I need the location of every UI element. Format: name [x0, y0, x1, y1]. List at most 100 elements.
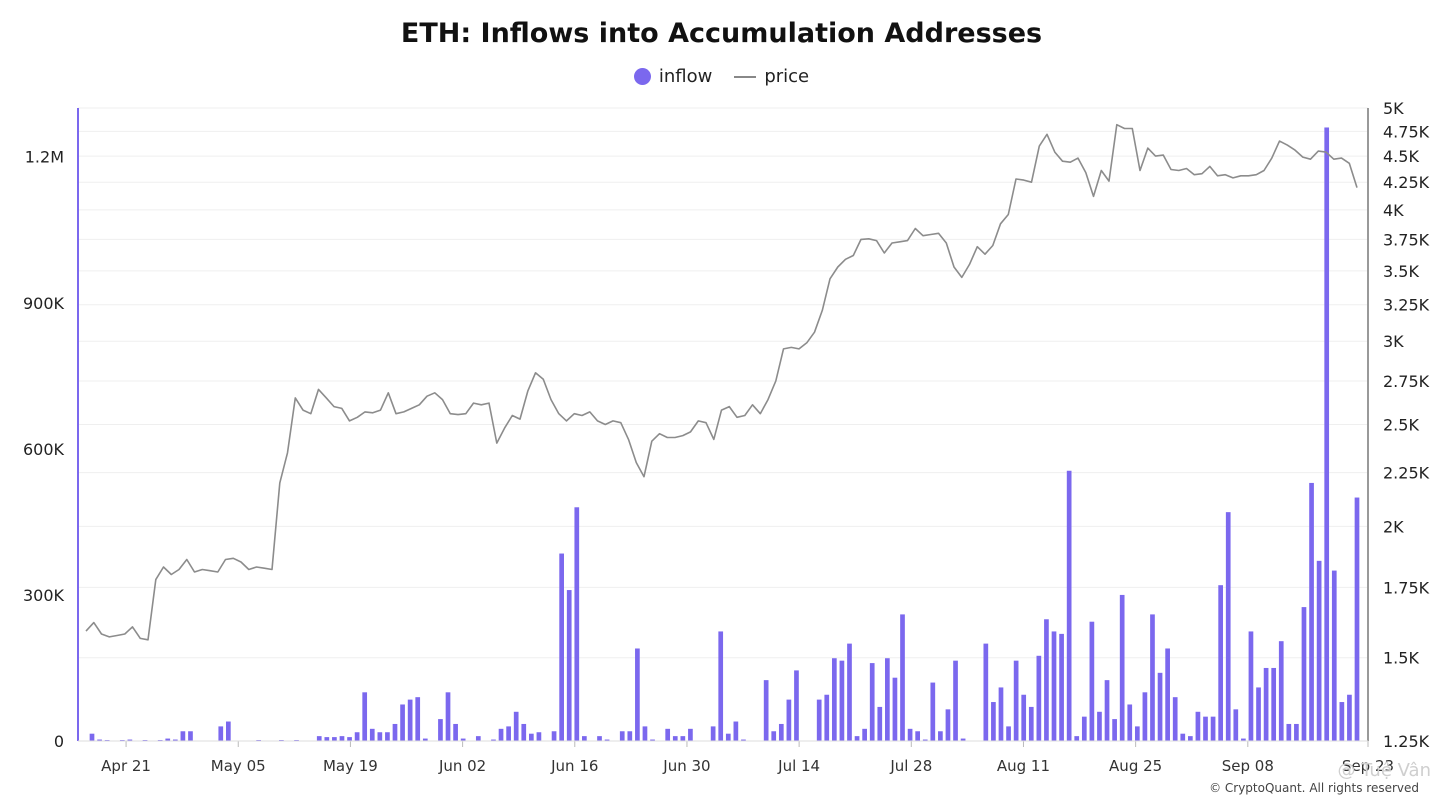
y-axis-left-labels: 0 300K 600K 900K 1.2M: [23, 148, 65, 751]
inflow-bar: [1066, 470, 1072, 741]
inflow-bar: [89, 733, 95, 741]
inflow-bar: [1150, 614, 1155, 741]
inflow-bar: [559, 553, 564, 741]
inflow-bar: [831, 658, 837, 741]
inflow-bar: [460, 738, 466, 741]
y-right-tick-label: 4.25K: [1383, 173, 1430, 192]
y-right-tick-label: 1.25K: [1383, 732, 1430, 751]
price-swatch-icon: [734, 75, 757, 78]
inflow-bar: [877, 706, 883, 741]
inflow-bar: [506, 726, 511, 741]
inflow-bar: [445, 692, 451, 741]
y-right-tick-label: 2K: [1383, 517, 1404, 536]
y-right-tick-label: 4K: [1383, 201, 1404, 220]
inflow-bar: [1059, 633, 1064, 741]
inflow-bar: [1006, 726, 1011, 741]
inflow-bar: [915, 731, 921, 741]
inflow-bar: [97, 739, 102, 741]
x-tick-label: Apr 21: [101, 757, 151, 775]
inflow-bar: [369, 728, 375, 741]
inflow-bar: [922, 739, 928, 741]
inflow-bar: [869, 663, 875, 741]
inflow-bar: [1248, 631, 1254, 741]
inflow-bar: [824, 694, 830, 741]
y-left-tick-label: 900K: [23, 294, 65, 313]
inflow-bar: [415, 697, 421, 741]
inflow-bar: [794, 670, 799, 741]
inflow-bar: [786, 699, 792, 741]
inflow-bar: [1256, 687, 1261, 741]
inflow-bar: [1081, 716, 1087, 741]
y-right-tick-label: 1.5K: [1383, 649, 1419, 668]
inflow-bar: [385, 732, 390, 741]
inflow-bar: [680, 736, 686, 741]
inflow-bar: [778, 723, 784, 741]
inflow-bar: [1036, 655, 1042, 741]
inflow-bar: [642, 726, 648, 741]
y-axis-right-labels: 1.25K 1.5K 1.75K 2K 2.25K 2.5K 2.75K 3K 3.25K 3.5…: [1383, 99, 1430, 751]
y-right-tick-label: 4.5K: [1383, 147, 1419, 166]
inflow-bar: [407, 699, 413, 741]
inflow-bar: [1097, 711, 1102, 741]
inflow-bar: [1013, 660, 1019, 741]
inflow-bar: [582, 736, 587, 741]
inflow-bar: [1203, 716, 1208, 741]
x-tick-label: Aug 11: [997, 757, 1050, 775]
inflow-bar: [665, 728, 671, 741]
legend-label-price: price: [764, 66, 810, 87]
y-right-tick-label: 3.25K: [1383, 296, 1430, 315]
y-right-tick-label: 3.5K: [1383, 262, 1419, 281]
inflow-bar: [1165, 648, 1170, 741]
inflow-bar: [422, 738, 428, 741]
inflow-bar: [225, 721, 231, 741]
y-left-tick-label: 600K: [23, 440, 65, 459]
inflow-bar: [180, 731, 186, 741]
inflow-bar: [741, 739, 746, 741]
x-tick-label: Aug 25: [1109, 757, 1162, 775]
legend-item-inflow[interactable]: inflow: [633, 66, 712, 87]
inflow-bar: [1157, 672, 1163, 741]
inflow-bar: [688, 728, 693, 741]
y-right-tick-label: 3.75K: [1383, 230, 1430, 249]
inflow-bar: [1188, 736, 1193, 741]
inflow-bar: [347, 737, 352, 741]
inflow-bar: [672, 736, 678, 741]
inflow-bar: [1278, 641, 1284, 741]
x-tick-label: Sep 23: [1342, 757, 1394, 775]
x-tick-label: Jun 02: [438, 757, 486, 775]
x-tick-label: Jun 30: [662, 757, 710, 775]
inflow-bar: [566, 590, 572, 741]
y-right-tick-label: 2.25K: [1383, 464, 1430, 483]
inflow-bar: [1354, 497, 1360, 741]
inflow-bar: [1180, 733, 1186, 741]
inflow-bar: [218, 726, 224, 741]
inflow-bar: [332, 737, 337, 741]
inflow-bar: [339, 736, 345, 741]
y-right-tick-label: 3K: [1383, 332, 1404, 351]
inflow-bar: [1241, 738, 1246, 741]
x-tick-label: Jul 28: [889, 757, 932, 775]
inflow-bar: [521, 723, 527, 741]
inflow-bar: [392, 723, 398, 741]
inflow-bar: [1051, 631, 1057, 741]
inflow-bar: [650, 739, 655, 741]
legend-item-price[interactable]: price: [734, 66, 809, 87]
inflow-bar: [324, 737, 330, 741]
inflow-bar: [597, 736, 602, 741]
y-right-tick-label: 5K: [1383, 99, 1404, 118]
x-tick-label: Jun 16: [550, 757, 598, 775]
inflow-bar: [1331, 570, 1337, 741]
inflow-bar: [475, 736, 481, 741]
inflow-bar: [983, 643, 989, 741]
y-right-tick-label: 4.75K: [1383, 122, 1430, 141]
inflow-bar: [1301, 607, 1307, 741]
inflow-bar: [1294, 723, 1299, 741]
inflow-bar: [900, 614, 905, 741]
inflow-bar: [1021, 694, 1027, 741]
inflow-bar: [1112, 719, 1117, 741]
inflow-bar: [1339, 702, 1345, 741]
x-tick-label: May 05: [211, 757, 266, 775]
inflow-bar: [377, 732, 383, 741]
inflow-bar: [907, 728, 913, 741]
